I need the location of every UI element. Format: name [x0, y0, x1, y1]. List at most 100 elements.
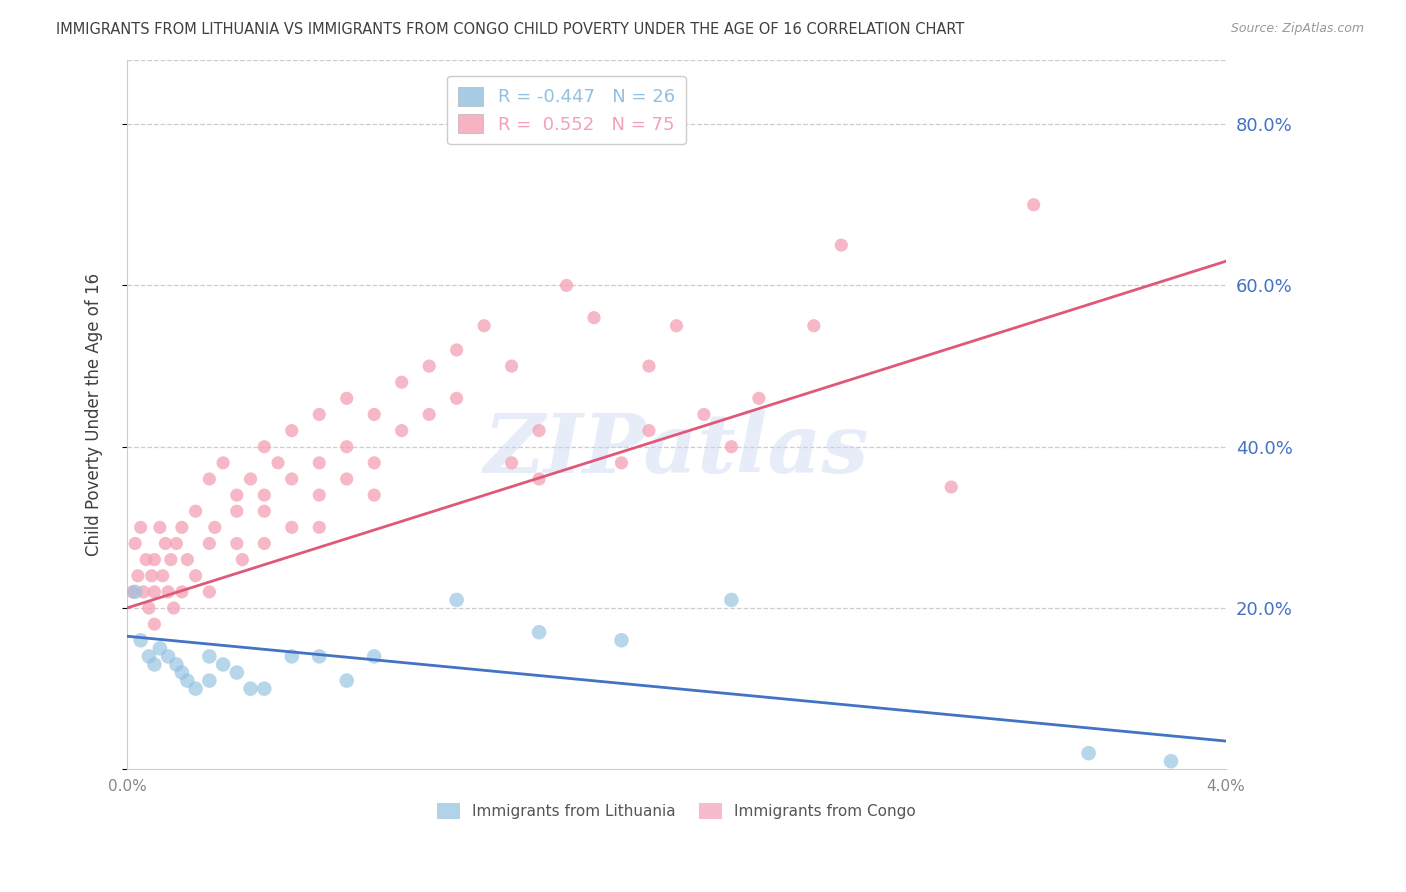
Text: IMMIGRANTS FROM LITHUANIA VS IMMIGRANTS FROM CONGO CHILD POVERTY UNDER THE AGE O: IMMIGRANTS FROM LITHUANIA VS IMMIGRANTS …: [56, 22, 965, 37]
Point: [527, 424, 550, 438]
Point: [363, 408, 385, 422]
Point: [610, 633, 633, 648]
Point: [138, 649, 160, 664]
Point: [124, 585, 146, 599]
Point: [198, 673, 221, 688]
Point: [830, 238, 852, 252]
Point: [1022, 198, 1045, 212]
Point: [225, 536, 247, 550]
Point: [198, 472, 221, 486]
Point: [184, 568, 207, 582]
Point: [720, 593, 742, 607]
Point: [176, 673, 198, 688]
Point: [170, 585, 193, 599]
Point: [160, 552, 183, 566]
Point: [281, 520, 304, 534]
Point: [391, 424, 413, 438]
Point: [225, 504, 247, 518]
Point: [157, 585, 180, 599]
Point: [610, 456, 633, 470]
Text: ZIPatlas: ZIPatlas: [484, 410, 869, 490]
Point: [184, 681, 207, 696]
Point: [1077, 746, 1099, 760]
Point: [336, 472, 359, 486]
Point: [157, 649, 180, 664]
Point: [527, 472, 550, 486]
Point: [129, 633, 152, 648]
Point: [132, 585, 155, 599]
Point: [152, 568, 174, 582]
Point: [363, 488, 385, 502]
Point: [231, 552, 253, 566]
Point: [693, 408, 716, 422]
Point: [176, 552, 198, 566]
Point: [143, 552, 166, 566]
Point: [308, 456, 330, 470]
Point: [212, 456, 235, 470]
Point: [418, 408, 440, 422]
Point: [184, 504, 207, 518]
Point: [308, 408, 330, 422]
Point: [239, 681, 262, 696]
Point: [143, 657, 166, 672]
Point: [446, 392, 468, 406]
Legend: Immigrants from Lithuania, Immigrants from Congo: Immigrants from Lithuania, Immigrants fr…: [432, 797, 922, 825]
Point: [638, 424, 661, 438]
Point: [204, 520, 226, 534]
Point: [941, 480, 963, 494]
Point: [281, 649, 304, 664]
Point: [225, 488, 247, 502]
Point: [138, 601, 160, 615]
Point: [253, 504, 276, 518]
Point: [143, 585, 166, 599]
Point: [121, 585, 143, 599]
Point: [135, 552, 157, 566]
Point: [363, 649, 385, 664]
Point: [141, 568, 163, 582]
Point: [212, 657, 235, 672]
Point: [446, 593, 468, 607]
Point: [555, 278, 578, 293]
Point: [472, 318, 495, 333]
Point: [198, 536, 221, 550]
Point: [253, 536, 276, 550]
Point: [198, 649, 221, 664]
Point: [253, 488, 276, 502]
Point: [149, 641, 172, 656]
Point: [720, 440, 742, 454]
Point: [129, 520, 152, 534]
Point: [446, 343, 468, 357]
Text: Source: ZipAtlas.com: Source: ZipAtlas.com: [1230, 22, 1364, 36]
Point: [308, 520, 330, 534]
Point: [638, 359, 661, 373]
Point: [363, 456, 385, 470]
Point: [336, 440, 359, 454]
Point: [336, 673, 359, 688]
Point: [803, 318, 825, 333]
Point: [267, 456, 290, 470]
Point: [308, 488, 330, 502]
Point: [582, 310, 605, 325]
Point: [165, 657, 187, 672]
Point: [239, 472, 262, 486]
Y-axis label: Child Poverty Under the Age of 16: Child Poverty Under the Age of 16: [86, 273, 103, 556]
Point: [165, 536, 187, 550]
Point: [501, 456, 523, 470]
Point: [124, 536, 146, 550]
Point: [391, 375, 413, 389]
Point: [281, 424, 304, 438]
Point: [155, 536, 177, 550]
Point: [149, 520, 172, 534]
Point: [748, 392, 770, 406]
Point: [418, 359, 440, 373]
Point: [308, 649, 330, 664]
Point: [253, 440, 276, 454]
Point: [170, 665, 193, 680]
Point: [336, 392, 359, 406]
Point: [665, 318, 688, 333]
Point: [1160, 754, 1182, 768]
Point: [127, 568, 149, 582]
Point: [162, 601, 184, 615]
Point: [170, 520, 193, 534]
Point: [198, 585, 221, 599]
